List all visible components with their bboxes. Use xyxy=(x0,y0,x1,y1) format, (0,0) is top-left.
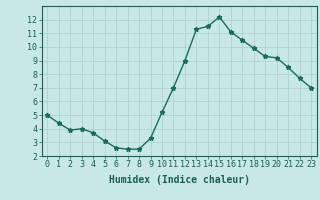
X-axis label: Humidex (Indice chaleur): Humidex (Indice chaleur) xyxy=(109,175,250,185)
